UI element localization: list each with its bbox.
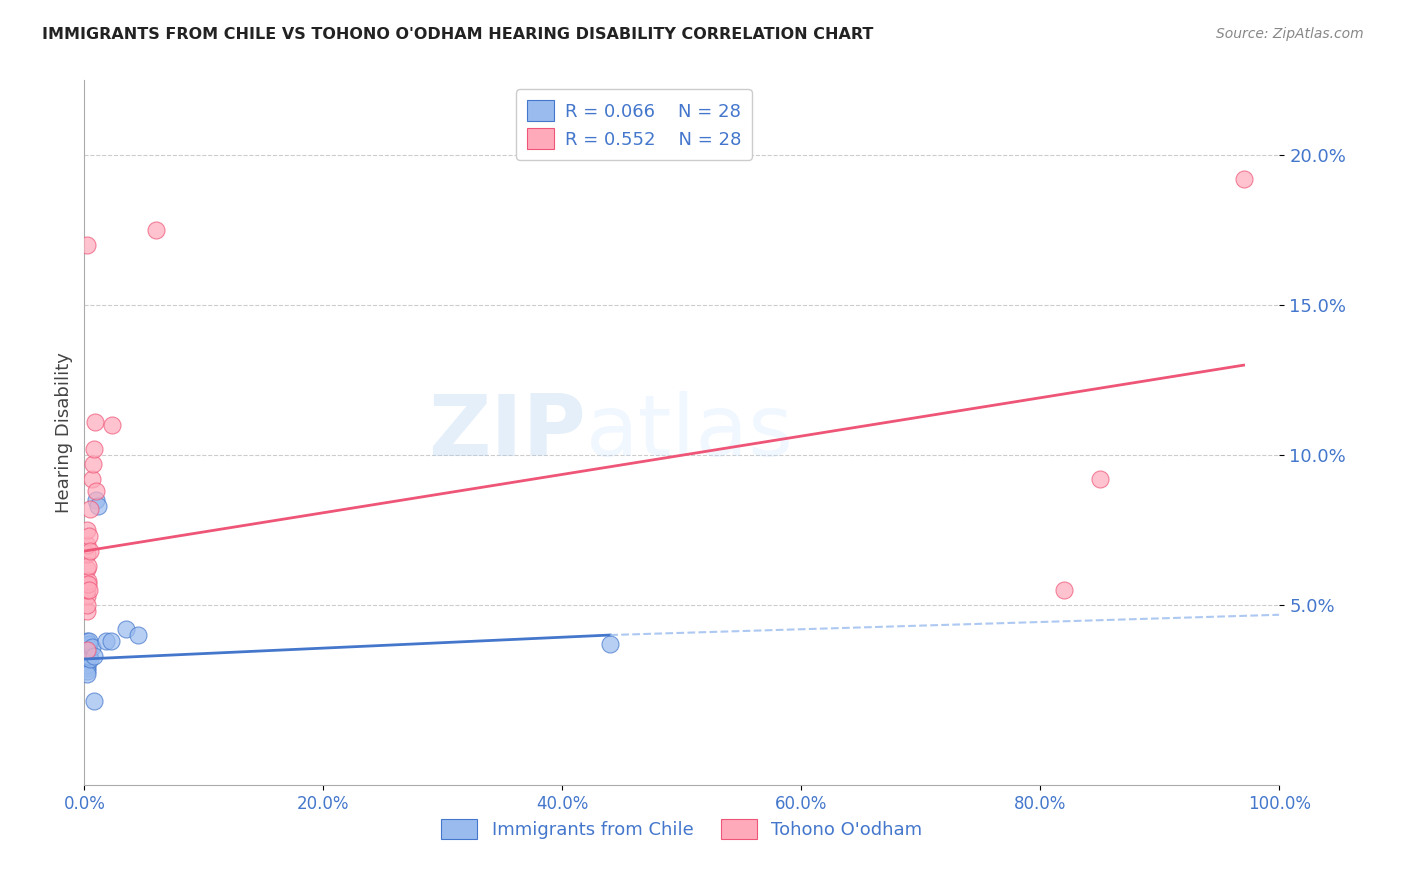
Point [79, 544, 101, 558]
Point [86, 493, 108, 508]
Point [100, 634, 122, 648]
Point [76, 655, 98, 669]
Point [1090, 472, 1112, 486]
Point [77, 634, 100, 648]
Point [1053, 582, 1076, 597]
Point [1233, 172, 1256, 186]
Point [83, 694, 105, 708]
Point [79, 652, 101, 666]
Point [94, 634, 117, 648]
Point [599, 637, 621, 651]
Point [145, 223, 167, 237]
Point [77, 559, 100, 574]
Text: atlas: atlas [586, 391, 794, 475]
Point [76, 634, 98, 648]
Text: ZIP: ZIP [429, 391, 586, 475]
Point [101, 418, 124, 433]
Point [82, 457, 104, 471]
Point [86, 484, 108, 499]
Point [76, 604, 98, 618]
Point [76, 640, 98, 654]
Point [76, 664, 98, 678]
Point [76, 646, 98, 660]
Point [77, 529, 100, 543]
Point [80, 640, 103, 654]
Point [76, 538, 98, 552]
Point [76, 648, 98, 663]
Point [77, 646, 100, 660]
Point [76, 562, 98, 576]
Text: Source: ZipAtlas.com: Source: ZipAtlas.com [1216, 27, 1364, 41]
Point [77, 640, 100, 654]
Text: IMMIGRANTS FROM CHILE VS TOHONO O'ODHAM HEARING DISABILITY CORRELATION CHART: IMMIGRANTS FROM CHILE VS TOHONO O'ODHAM … [42, 27, 873, 42]
Point [76, 582, 98, 597]
Point [76, 658, 98, 673]
Point [83, 442, 105, 456]
Point [83, 648, 105, 663]
Point [84, 415, 107, 429]
Point [86, 499, 108, 513]
Point [76, 547, 98, 561]
Point [76, 577, 98, 591]
Point [76, 652, 98, 666]
Point [76, 238, 98, 252]
Point [76, 661, 98, 675]
Point [127, 628, 149, 642]
Point [76, 523, 98, 537]
Point [76, 598, 98, 612]
Point [76, 589, 98, 603]
Legend: Immigrants from Chile, Tohono O'odham: Immigrants from Chile, Tohono O'odham [434, 812, 929, 847]
Point [80, 472, 103, 486]
Point [76, 643, 98, 657]
Point [77, 648, 100, 663]
Point [77, 637, 100, 651]
Y-axis label: Hearing Disability: Hearing Disability [55, 352, 73, 513]
Point [76, 667, 98, 681]
Point [115, 622, 138, 636]
Point [79, 502, 101, 516]
Point [77, 582, 100, 597]
Point [77, 648, 100, 663]
Point [77, 643, 100, 657]
Point [77, 574, 100, 588]
Point [77, 577, 100, 591]
